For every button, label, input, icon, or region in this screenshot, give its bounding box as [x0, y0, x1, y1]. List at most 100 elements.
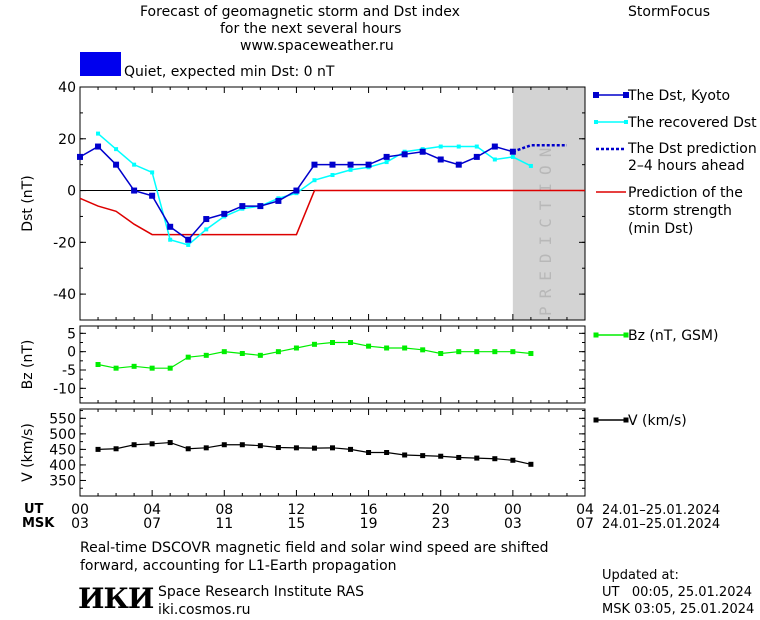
legend-dst-prediction-1: The Dst prediction: [628, 141, 757, 157]
recovered-dst-point: [438, 144, 443, 149]
v-point: [528, 461, 534, 467]
bz-point: [185, 354, 191, 360]
bz-point: [257, 352, 263, 358]
bz-point: [492, 349, 498, 355]
v-point: [239, 442, 245, 448]
kyoto-dst-point: [365, 161, 372, 168]
bz-point: [384, 345, 390, 351]
chart-title-line2: for the next several hours: [220, 21, 402, 37]
kyoto-dst-point: [347, 161, 354, 168]
footer-note-line1: Real-time DSCOVR magnetic field and sola…: [80, 540, 549, 556]
kyoto-dst-point: [293, 187, 300, 194]
y-tick-label: 350: [49, 473, 76, 489]
recovered-dst-point: [312, 178, 317, 183]
msk-tick-label: 07: [576, 516, 594, 532]
v-point: [348, 446, 354, 452]
legend-v-swatch-marker: [593, 417, 599, 423]
recovered-dst-point: [456, 144, 461, 149]
v-point: [474, 455, 480, 461]
y-tick-label: 450: [49, 442, 76, 458]
y-tick-label: -20: [53, 235, 76, 251]
y-tick-label: 0: [67, 345, 76, 361]
legend-recovered-swatch-marker: [624, 120, 628, 124]
recovered-dst-point: [168, 237, 173, 242]
panel-frame: [79, 86, 586, 321]
v-point: [293, 445, 299, 451]
v-point: [402, 452, 408, 458]
updated-ut: UT 00:05, 25.01.2024: [602, 585, 753, 600]
y-axis-label: V (km/s): [20, 423, 36, 482]
v-point: [167, 440, 173, 446]
y-tick-label: 0: [67, 184, 76, 200]
v-point: [311, 445, 317, 451]
bz-point: [420, 347, 426, 353]
y-tick-label: 400: [49, 458, 76, 474]
ut-tick-label: 08: [215, 502, 233, 518]
legend-bz-swatch-marker: [623, 332, 629, 338]
kyoto-dst-point: [167, 223, 174, 230]
bz-point: [438, 351, 444, 356]
kyoto-dst-point: [329, 161, 336, 168]
legend-v: V (km/s): [628, 413, 687, 429]
ut-tick-label: 04: [576, 502, 594, 518]
dst-prediction-line: [512, 144, 567, 153]
bz-point: [293, 345, 299, 351]
bz-point: [528, 351, 534, 356]
storm-strength-line: [79, 189, 585, 236]
y-tick-label: -10: [53, 381, 76, 397]
msk-tick-label: 07: [143, 516, 161, 532]
msk-range: 24.01–25.01.2024: [602, 517, 721, 532]
legend-v-swatch-marker: [623, 417, 629, 423]
kyoto-dst-point: [275, 197, 282, 204]
ut-label: UT: [24, 502, 44, 517]
msk-tick-label: 11: [215, 516, 233, 532]
bz-point: [311, 341, 317, 347]
kyoto-dst-point: [455, 161, 462, 168]
recovered-dst-line: [97, 133, 532, 246]
bz-point: [131, 363, 137, 369]
prediction-band: [512, 87, 585, 320]
kyoto-dst-point: [473, 153, 480, 160]
legend-bz-swatch-marker: [593, 332, 599, 338]
institute-site[interactable]: iki.cosmos.ru: [158, 602, 251, 618]
kyoto-dst-point: [491, 143, 498, 150]
bz-point: [167, 365, 173, 371]
v-point: [113, 446, 119, 452]
bz-point: [348, 340, 354, 345]
v-point: [95, 446, 101, 452]
status-text: Quiet, expected min Dst: 0 nT: [124, 64, 335, 80]
chart-title-line1: Forecast of geomagnetic storm and Dst in…: [140, 4, 460, 20]
brand-title: StormFocus: [628, 4, 711, 20]
bz-point: [330, 340, 335, 345]
recovered-dst-point: [204, 227, 209, 232]
legend-storm-2: storm strength: [628, 203, 732, 219]
legend-storm-1: Prediction of the: [628, 185, 743, 201]
ut-range: 24.01–25.01.2024: [602, 503, 721, 518]
prediction-label: PREDICTION: [536, 140, 555, 316]
bz-point: [95, 362, 101, 367]
legend-kyoto-swatch-marker: [593, 92, 599, 98]
msk-tick-label: 19: [360, 516, 378, 532]
y-tick-label: -5: [62, 363, 76, 379]
y-tick-label: 20: [58, 132, 76, 148]
chart-title-url[interactable]: www.spaceweather.ru: [240, 38, 394, 54]
kyoto-dst-point: [95, 143, 102, 150]
v-point: [149, 441, 155, 447]
msk-tick-label: 23: [432, 516, 450, 532]
kyoto-dst-point: [221, 210, 228, 217]
v-point: [257, 443, 263, 449]
ut-tick-label: 20: [432, 502, 450, 518]
ut-tick-label: 00: [504, 502, 522, 518]
y-tick-label: 40: [58, 80, 76, 96]
kyoto-dst-point: [437, 156, 444, 163]
kyoto-dst-point: [401, 151, 408, 158]
recovered-dst-point: [186, 242, 191, 247]
ut-tick-label: 16: [360, 502, 378, 518]
updated-msk: MSK 03:05, 25.01.2024: [602, 602, 755, 617]
msk-tick-label: 15: [288, 516, 306, 532]
legend-dst-kyoto: The Dst, Kyoto: [628, 88, 731, 104]
bz-point: [203, 352, 209, 358]
v-point: [366, 450, 372, 455]
recovered-dst-point: [96, 131, 101, 136]
